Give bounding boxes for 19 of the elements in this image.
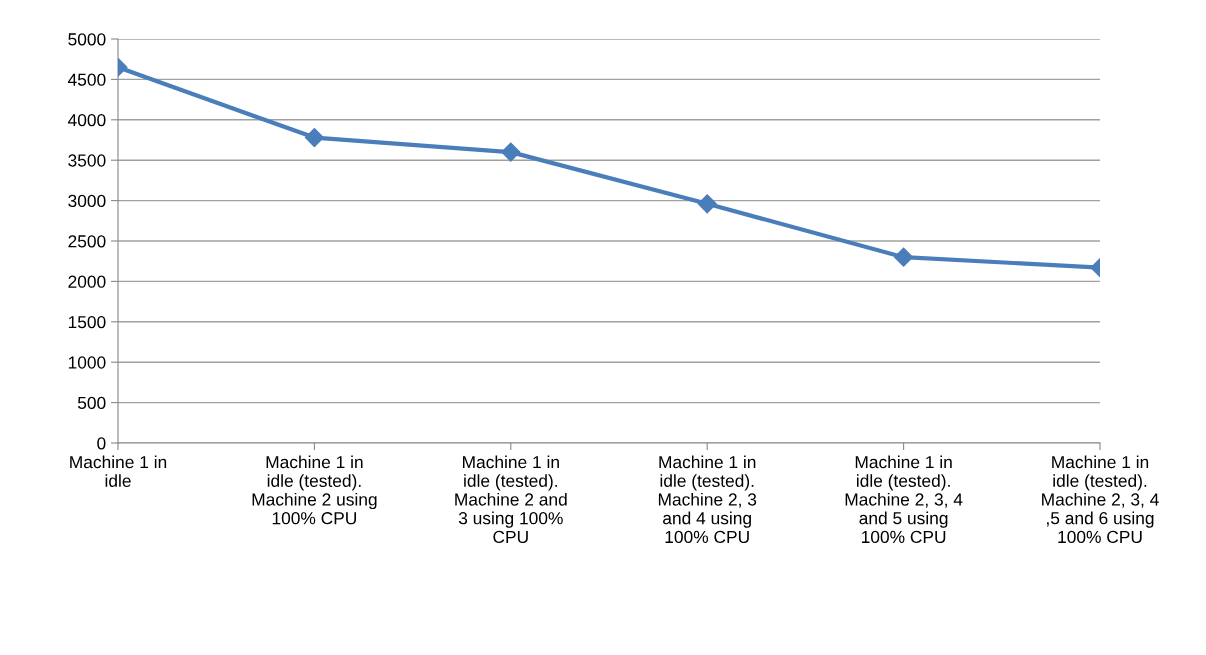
y-tick-label: 5000	[68, 33, 106, 46]
y-tick-label: 4000	[67, 113, 106, 127]
y-tick-label: 1500	[68, 315, 106, 329]
x-tick-label: Machine 1 in idle (tested). Machine 2, 3 and 4 using 100% CPU	[658, 455, 757, 544]
y-tick-label: 2000	[68, 275, 106, 288]
point	[501, 142, 521, 162]
y-tick-label: 2500	[68, 235, 106, 248]
y-tick-label: 0	[97, 437, 106, 450]
x-tick-label: Machine 1 in idle (tested). Machine 2 and 3 using 100% CPU	[455, 455, 567, 544]
y-tick-label: 3000	[68, 194, 106, 208]
y-tick-label: 1000	[68, 356, 106, 369]
y-tick-label: 500	[77, 396, 106, 410]
x-tick-label: Machine 1 in idle (tested). Machine 2 using 100% CPU	[252, 455, 377, 525]
x-tick-label: Machine 1 in idle (tested). Machine 2, 3, 4 and 5 using 100% CPU	[845, 455, 963, 544]
y-tick-label: 4500	[67, 73, 106, 86]
x-tick-label: Machine 1 in idle (tested). Machine 2, 3, 4 ,5 and 6 using 100% CPU	[1042, 455, 1159, 544]
point	[697, 194, 717, 214]
x-tick-label: Machine 1 in idle	[70, 455, 167, 487]
y-tick-label: 3500	[68, 154, 106, 167]
